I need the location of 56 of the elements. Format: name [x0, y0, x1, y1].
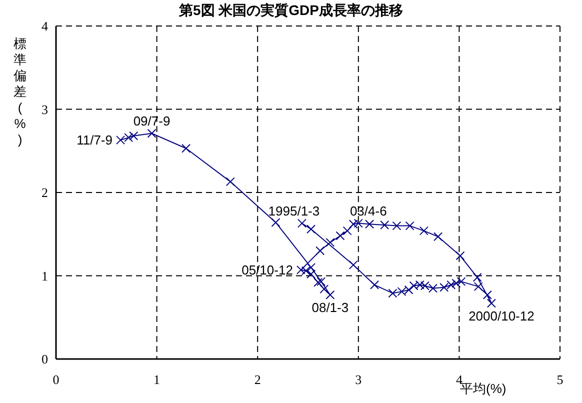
point [182, 144, 191, 153]
point [486, 298, 496, 308]
chart-title: 第5図 米国の実質GDP成長率の推移 [178, 2, 404, 20]
point [301, 266, 310, 276]
point [364, 220, 374, 229]
y-tick-label: 1 [42, 268, 48, 284]
point [306, 262, 316, 272]
x-tick-label: 1 [154, 372, 160, 388]
point [342, 226, 352, 236]
point [320, 284, 329, 294]
point [419, 226, 428, 236]
annotation: 08/1-3 [312, 300, 349, 316]
point [326, 290, 335, 300]
annotation: 03/4-6 [350, 203, 387, 218]
point [456, 251, 465, 260]
point [456, 277, 466, 286]
point [226, 177, 235, 186]
y-axis-title: 標準偏差(%) [12, 36, 28, 148]
point [296, 265, 306, 274]
point [297, 218, 306, 228]
point [380, 220, 390, 230]
point [129, 131, 138, 140]
point [474, 282, 483, 292]
point [452, 278, 461, 288]
annotation: 2000/10-12 [468, 308, 534, 324]
point [354, 218, 363, 228]
annotation: 09/7-9 [133, 113, 170, 128]
point [314, 278, 323, 287]
point [147, 128, 156, 138]
y-tick-label: 2 [42, 185, 48, 200]
point [348, 220, 358, 229]
x-tick-label: 0 [52, 372, 60, 388]
x-tick-label: 2 [254, 372, 261, 388]
x-tick-label: 3 [355, 372, 362, 388]
point [434, 232, 443, 242]
point [306, 270, 316, 279]
point [271, 218, 280, 227]
point [482, 290, 492, 300]
point [336, 231, 345, 240]
point [348, 260, 358, 270]
x-tick-label: 5 [556, 372, 564, 388]
annotation: 05/10-12 [242, 262, 293, 278]
annotation: 11/7-9 [76, 132, 113, 148]
point [472, 272, 482, 282]
point [316, 246, 325, 256]
y-tick-label: 3 [42, 102, 48, 117]
point [316, 277, 326, 286]
annotation: 1995/1-3 [268, 203, 320, 218]
point [306, 224, 316, 234]
y-tick-label: 0 [42, 352, 48, 367]
point [405, 221, 414, 230]
point [392, 221, 402, 230]
point [326, 238, 335, 247]
point [370, 280, 380, 290]
y-tick-label: 4 [42, 18, 48, 34]
x-tick-label: 4 [456, 372, 463, 388]
